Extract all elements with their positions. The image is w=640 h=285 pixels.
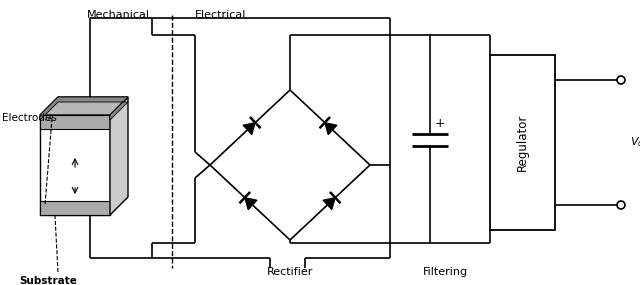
Text: Filtering: Filtering [422, 267, 468, 277]
Text: $V_{out}$: $V_{out}$ [630, 136, 640, 149]
Text: Electrodes: Electrodes [2, 113, 57, 123]
Text: +: + [435, 117, 445, 130]
Bar [490, 55, 555, 230]
Bar [40, 201, 110, 215]
Text: Substrate: Substrate [19, 276, 77, 285]
Bar [40, 115, 110, 215]
Text: Mechanical: Mechanical [86, 10, 150, 20]
Text: Rectifier: Rectifier [267, 267, 313, 277]
Polygon shape [324, 123, 337, 135]
Polygon shape [243, 123, 255, 135]
Circle shape [617, 201, 625, 209]
Bar [40, 115, 110, 129]
Polygon shape [323, 198, 335, 210]
Polygon shape [244, 198, 257, 210]
Polygon shape [110, 97, 128, 215]
Text: Regulator: Regulator [516, 114, 529, 171]
Polygon shape [40, 97, 128, 115]
Text: Electrical: Electrical [195, 10, 246, 20]
Polygon shape [40, 97, 128, 120]
Circle shape [617, 76, 625, 84]
